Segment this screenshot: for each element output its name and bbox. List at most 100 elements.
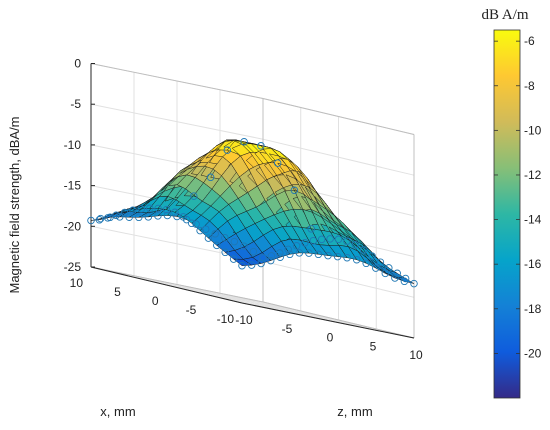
- data-point-marker: [240, 138, 248, 146]
- data-point-marker: [204, 234, 213, 242]
- data-point-marker: [213, 241, 221, 250]
- z-tick-label: -10: [64, 138, 82, 152]
- colorbar-tick-label: -6: [524, 34, 535, 48]
- floor-gridline: [219, 292, 372, 330]
- data-point-marker: [324, 251, 332, 260]
- data-markers: [87, 138, 418, 288]
- colorbar-tick-label: -8: [524, 79, 535, 93]
- data-point-marker: [229, 255, 238, 263]
- data-point-marker: [359, 246, 368, 254]
- colorbar-tick-label: -10: [524, 123, 542, 137]
- y-axis-label: z, mm: [337, 404, 372, 419]
- data-point-marker: [196, 226, 204, 235]
- data-point-marker: [385, 264, 393, 272]
- y-tick-label: 10: [409, 348, 423, 362]
- colorbar-tick-label: -12: [524, 168, 542, 182]
- data-point-marker: [276, 253, 284, 261]
- data-point-marker: [372, 264, 380, 272]
- data-point-marker: [144, 213, 153, 221]
- data-point-marker: [182, 215, 191, 224]
- x-tick-label: 0: [152, 294, 159, 308]
- data-point-marker: [154, 204, 162, 213]
- data-point-marker: [162, 205, 171, 214]
- data-point-marker: [129, 206, 137, 215]
- x-tick-label: -10: [217, 312, 235, 326]
- x-tick-label: 5: [114, 285, 121, 299]
- wall-gridline: [90, 103, 264, 140]
- data-point-marker: [295, 249, 304, 257]
- data-point-marker: [352, 255, 361, 264]
- axes-edge: [262, 301, 415, 339]
- data-point-marker: [211, 230, 219, 238]
- axes-edge: [90, 63, 264, 99]
- data-point-marker: [351, 241, 360, 249]
- data-point-marker: [145, 204, 154, 213]
- data-point-marker: [125, 213, 133, 221]
- colorbar-tick-label: -14: [524, 213, 542, 227]
- floor-gridline: [176, 284, 329, 321]
- data-point-marker: [221, 233, 229, 242]
- data-point-marker: [333, 252, 342, 261]
- colorbar-tick-label: -20: [524, 346, 542, 360]
- data-point-marker: [314, 250, 323, 259]
- axis-line: [241, 302, 415, 339]
- data-point-marker: [267, 252, 276, 260]
- data-point-marker: [292, 242, 301, 250]
- z-tick-label: -5: [70, 97, 81, 111]
- data-point-marker: [290, 186, 299, 195]
- data-point-marker: [163, 211, 172, 220]
- data-point-marker: [276, 249, 284, 257]
- axes-edge: [262, 98, 415, 135]
- x-axis-label: x, mm: [100, 404, 135, 419]
- data-point-marker: [206, 173, 215, 182]
- axes-edge: [90, 266, 264, 303]
- data-point-marker: [120, 208, 129, 217]
- data-point-marker: [137, 205, 146, 213]
- data-point-marker: [307, 225, 315, 233]
- data-point-marker: [249, 247, 258, 256]
- z-tick-label: -15: [64, 179, 82, 193]
- data-point-marker: [135, 213, 143, 222]
- data-point-marker: [410, 279, 418, 288]
- data-point-marker: [343, 253, 351, 262]
- data-point-marker: [305, 249, 313, 257]
- z-tick-label: -25: [64, 260, 82, 274]
- data-point-marker: [381, 269, 390, 278]
- data-point-marker: [95, 216, 104, 224]
- data-point-marker: [96, 214, 105, 223]
- data-point-marker: [326, 235, 334, 243]
- data-point-marker: [266, 256, 275, 265]
- data-point-marker: [247, 261, 256, 269]
- z-tick-label: -20: [64, 219, 82, 233]
- wall-gridline: [262, 138, 415, 176]
- data-point-marker: [201, 225, 210, 233]
- data-point-marker: [221, 248, 229, 257]
- data-point-marker: [192, 220, 200, 228]
- colorbar-tick-label: -18: [524, 302, 542, 316]
- data-point-marker: [286, 250, 294, 259]
- x-tick-label: -5: [186, 303, 197, 317]
- data-point-marker: [190, 192, 198, 200]
- y-tick-label: -10: [235, 313, 253, 327]
- data-point-marker: [362, 259, 370, 268]
- z-tick-label: 0: [74, 57, 81, 71]
- data-point-marker: [334, 235, 343, 244]
- data-point-marker: [391, 274, 399, 282]
- data-point-marker: [154, 212, 162, 220]
- data-point-marker: [240, 242, 248, 250]
- data-point-marker: [238, 261, 246, 270]
- wall-gridline: [262, 260, 415, 298]
- data-point-marker: [87, 216, 95, 225]
- data-point-marker: [257, 259, 265, 268]
- x-tick-label: 10: [70, 276, 84, 290]
- data-point-marker: [187, 219, 196, 228]
- data-point-marker: [400, 277, 409, 286]
- y-tick-label: 5: [370, 339, 377, 353]
- colorbar-title: dB A/m: [481, 7, 528, 23]
- data-point-marker: [301, 239, 309, 247]
- data-point-marker: [223, 146, 232, 154]
- colorbar: dB A/m -6 -8 -10 -12 -14 -16 -18 -20: [481, 7, 542, 399]
- colorbar-tick-label: -16: [524, 257, 542, 271]
